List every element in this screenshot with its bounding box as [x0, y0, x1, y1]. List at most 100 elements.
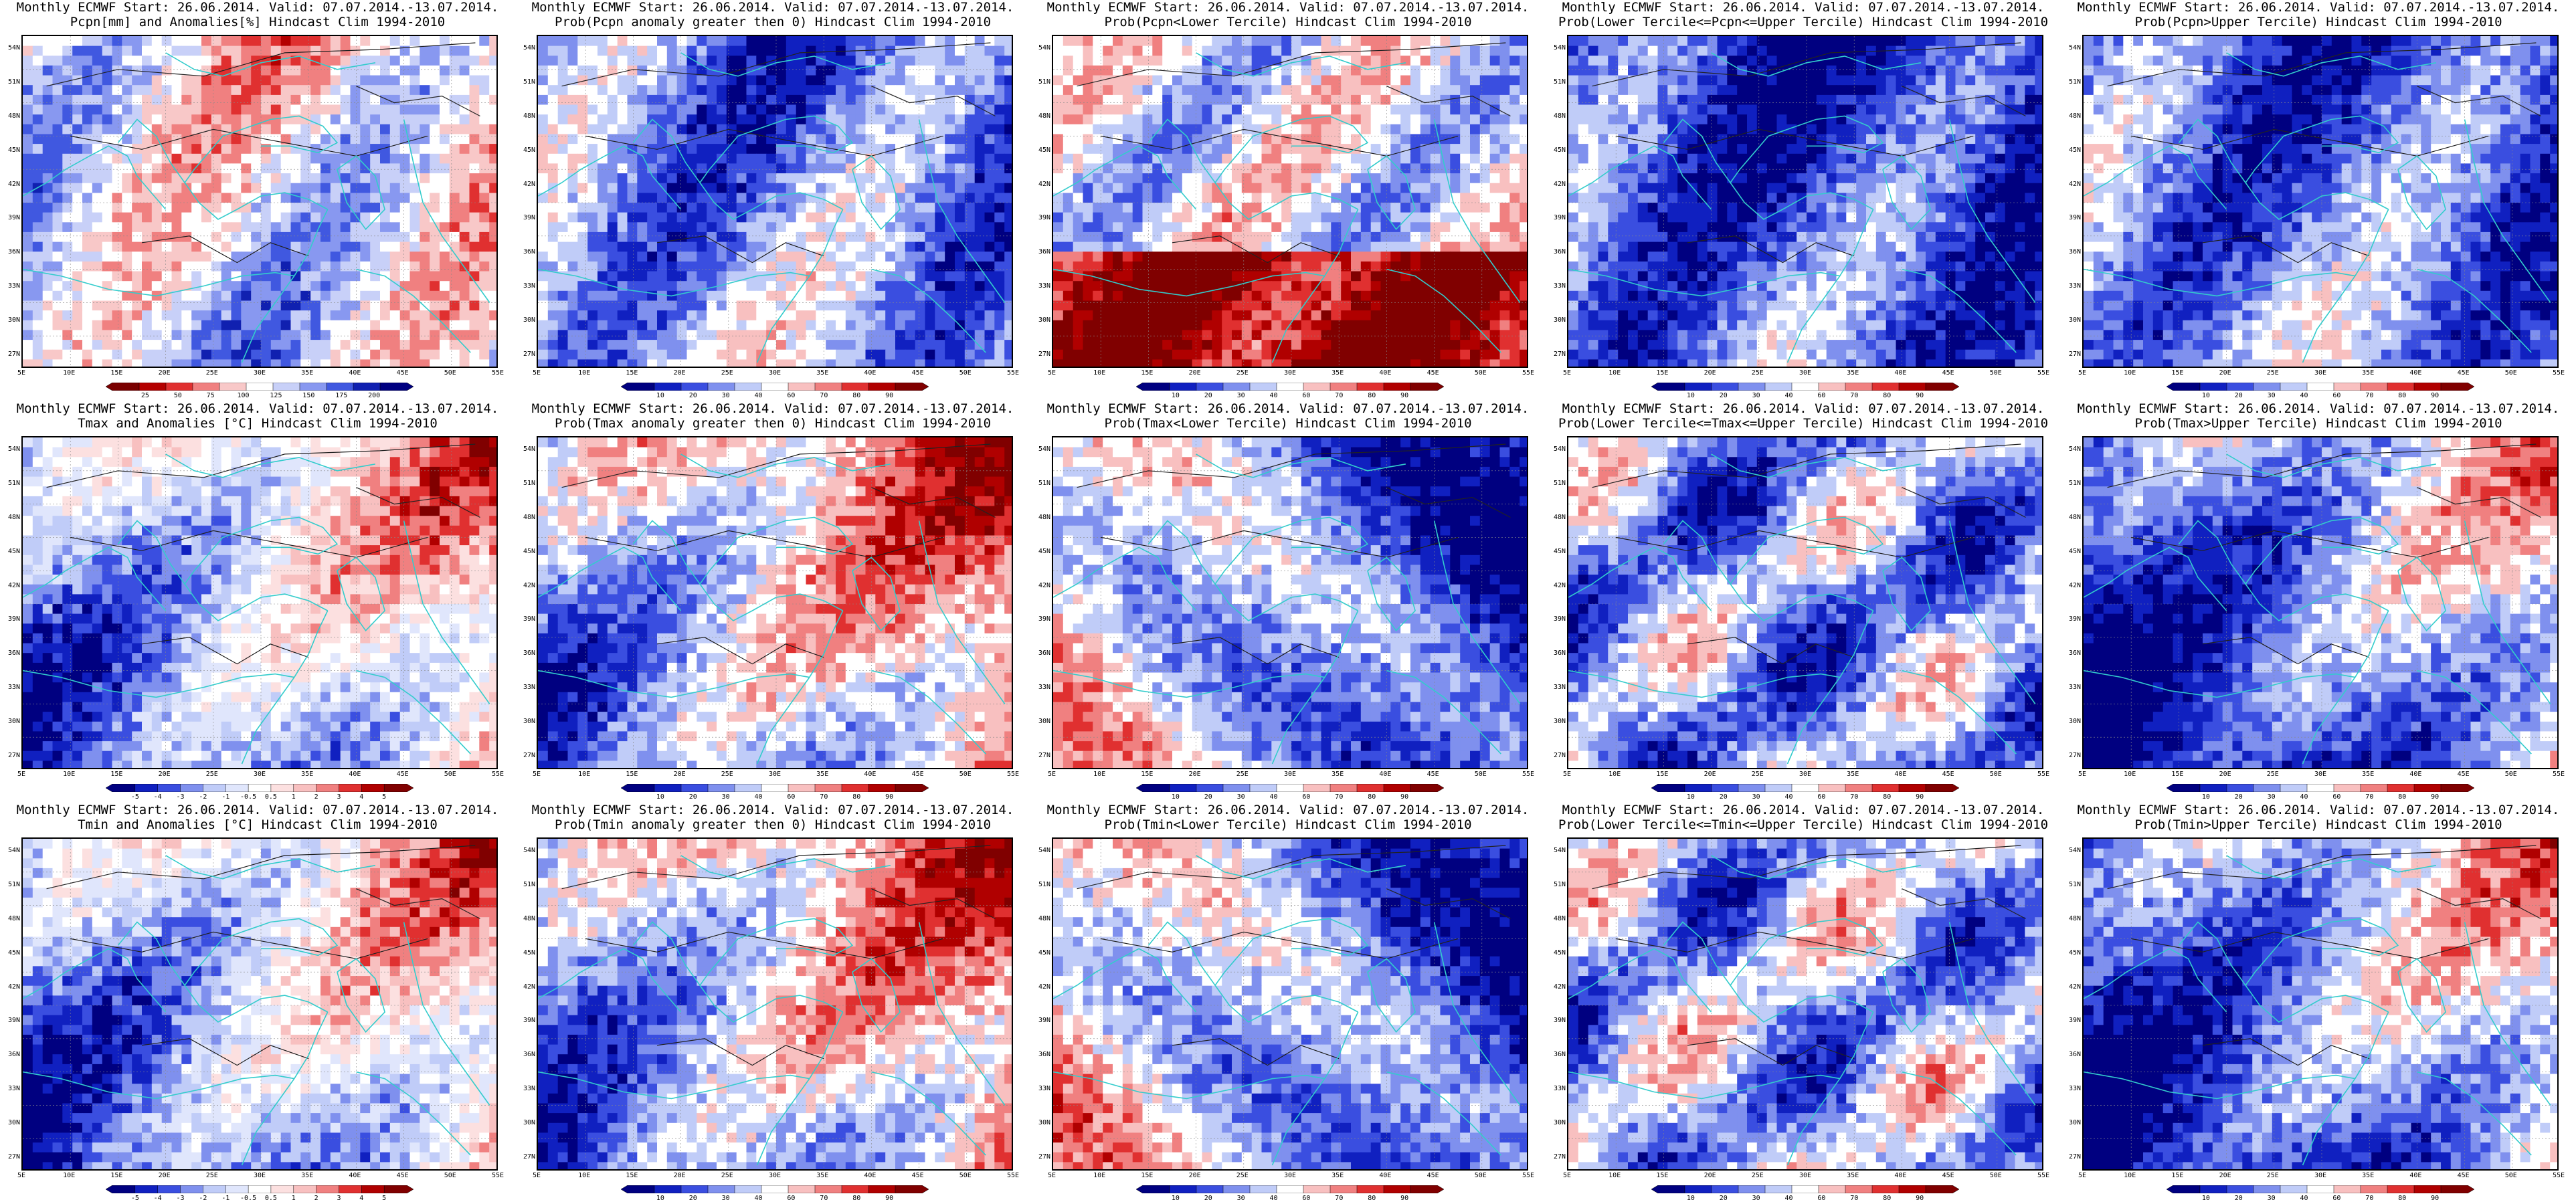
field-cell: [380, 310, 391, 321]
map-field: [538, 36, 1012, 367]
field-cell: [449, 222, 460, 233]
field-cell: [915, 231, 926, 243]
field-cell: [1063, 330, 1074, 340]
field-cell: [974, 290, 986, 301]
field-cell: [1103, 173, 1113, 184]
field-cell: [1103, 330, 1113, 340]
field-cell: [1410, 65, 1421, 76]
field-cell: [1093, 56, 1103, 66]
panel-title-line2: Pcpn[mm] and Anomalies[%] Hindcast Clim …: [0, 15, 515, 29]
field-cell: [1093, 212, 1103, 223]
field-cell: [607, 85, 618, 96]
field-cell: [1053, 163, 1064, 174]
field-cell: [766, 310, 777, 321]
field-cell: [617, 163, 628, 174]
field-cell: [1212, 163, 1222, 174]
field-cell: [796, 193, 807, 203]
field-cell: [746, 231, 757, 243]
field-cell: [290, 36, 301, 47]
field-cell: [1430, 183, 1441, 193]
field-cell: [1232, 183, 1243, 193]
field-cell: [895, 56, 906, 66]
field-cell: [1093, 300, 1103, 311]
field-cell: [935, 271, 945, 282]
field-cell: [726, 183, 737, 193]
field-cell: [479, 231, 490, 243]
field-cell: [557, 241, 569, 252]
field-cell: [1430, 252, 1441, 262]
field-cell: [1053, 203, 1064, 213]
field-cell: [1202, 173, 1212, 184]
field-cell: [1430, 85, 1441, 96]
field-cell: [420, 300, 430, 311]
field-cell: [697, 85, 707, 96]
field-cell: [826, 163, 836, 174]
contour-line: [141, 235, 309, 264]
field-cell: [122, 144, 132, 155]
field-cell: [1380, 300, 1391, 311]
field-cell: [1520, 231, 1527, 243]
field-cell: [231, 203, 242, 213]
field-cell: [905, 124, 916, 134]
field-cell: [1351, 281, 1362, 292]
field-cell: [459, 241, 470, 252]
field-cell: [1509, 231, 1520, 243]
field-cell: [885, 271, 896, 282]
field-cell: [1420, 36, 1431, 47]
field-cell: [1083, 203, 1093, 213]
field-cell: [430, 271, 440, 282]
field-cell: [112, 349, 122, 360]
field-cell: [1142, 281, 1153, 292]
field-cell: [1351, 340, 1362, 350]
field-cell: [112, 222, 122, 233]
field-cell: [726, 261, 737, 272]
field-cell: [1360, 75, 1372, 86]
field-cell: [826, 153, 836, 164]
field-cell: [657, 252, 668, 262]
field-cell: [320, 252, 331, 262]
field-cell: [1470, 163, 1481, 174]
field-cell: [766, 75, 777, 86]
field-cell: [955, 65, 965, 76]
field-cell: [686, 261, 697, 272]
field-cell: [1420, 65, 1431, 76]
field-cell: [1499, 114, 1510, 125]
field-cell: [1390, 36, 1401, 47]
field-cell: [1400, 330, 1411, 340]
field-cell: [399, 144, 411, 155]
field-cell: [666, 173, 678, 184]
field-cell: [875, 56, 886, 66]
field-cell: [1331, 56, 1342, 66]
field-cell: [430, 56, 440, 66]
field-cell: [350, 340, 361, 350]
field-cell: [845, 349, 856, 360]
field-cell: [984, 144, 995, 155]
field-cell: [746, 330, 757, 340]
field-cell: [360, 56, 371, 66]
field-cell: [1152, 241, 1163, 252]
field-cell: [1301, 134, 1312, 144]
field-cell: [955, 183, 965, 193]
field-cell: [1281, 94, 1292, 106]
field-cell: [1122, 271, 1133, 282]
field-cell: [161, 340, 173, 350]
field-cell: [1331, 290, 1342, 301]
field-cell: [409, 261, 420, 272]
field-cell: [1053, 85, 1064, 96]
field-cell: [62, 173, 73, 184]
field-cell: [251, 94, 262, 106]
field-cell: [1261, 222, 1272, 233]
field-cell: [1241, 203, 1253, 213]
field-cell: [1172, 252, 1183, 262]
field-cell: [360, 310, 371, 321]
field-cell: [1281, 65, 1292, 76]
field-cell: [1162, 261, 1173, 272]
field-cell: [1351, 75, 1362, 86]
field-cell: [776, 75, 787, 86]
field-cell: [577, 281, 588, 292]
field-cell: [707, 65, 717, 76]
field-cell: [836, 183, 846, 193]
field-cell: [52, 241, 63, 252]
field-cell: [587, 203, 598, 213]
field-cell: [865, 36, 876, 47]
